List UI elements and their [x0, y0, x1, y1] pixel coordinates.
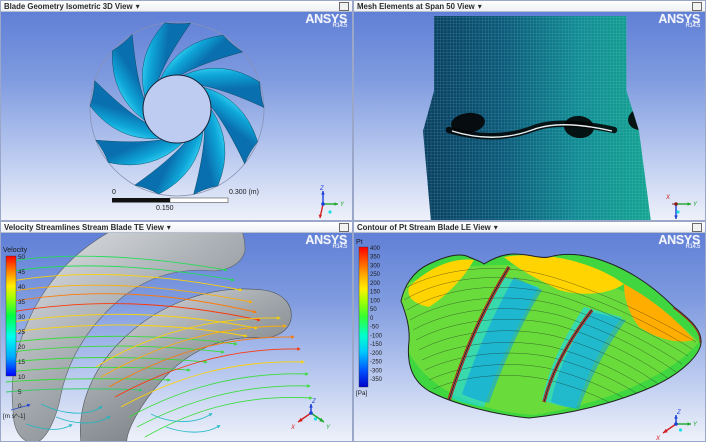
- svg-text:X: X: [655, 436, 661, 442]
- svg-text:-200: -200: [370, 351, 383, 357]
- svg-text:100: 100: [370, 299, 381, 305]
- svg-text:-300: -300: [370, 369, 383, 375]
- svg-text:-150: -150: [370, 342, 383, 348]
- svg-text:0: 0: [112, 189, 116, 196]
- svg-text:50: 50: [18, 254, 26, 261]
- svg-text:25: 25: [18, 329, 26, 336]
- svg-text:20: 20: [18, 344, 26, 351]
- svg-text:50: 50: [370, 307, 377, 313]
- svg-text:Y: Y: [340, 202, 345, 208]
- svg-text:10: 10: [18, 374, 26, 381]
- svg-text:-350: -350: [370, 377, 383, 383]
- svg-text:Z: Z: [319, 186, 324, 192]
- svg-text:250: 250: [370, 272, 381, 278]
- svg-text:Z: Z: [311, 399, 316, 405]
- svg-text:X: X: [290, 425, 296, 431]
- svg-text:0: 0: [370, 316, 374, 322]
- svg-text:45: 45: [18, 269, 26, 276]
- svg-text:35: 35: [18, 299, 26, 306]
- svg-text:-50: -50: [370, 325, 379, 331]
- svg-text:Y: Y: [693, 422, 698, 428]
- svg-text:0.150: 0.150: [156, 205, 174, 212]
- svg-text:-100: -100: [370, 334, 383, 340]
- svg-text:[m s^-1]: [m s^-1]: [3, 413, 25, 420]
- svg-text:5: 5: [18, 389, 22, 396]
- svg-text:15: 15: [18, 359, 26, 366]
- svg-text:400: 400: [370, 246, 381, 252]
- svg-text:350: 350: [370, 255, 381, 261]
- svg-text:200: 200: [370, 281, 381, 287]
- svg-text:X: X: [665, 195, 671, 201]
- svg-text:40: 40: [18, 284, 26, 291]
- svg-text:0.300 (m): 0.300 (m): [229, 189, 259, 196]
- svg-text:Y: Y: [326, 425, 331, 431]
- svg-text:Z: Z: [676, 410, 681, 416]
- svg-text:0: 0: [18, 403, 22, 410]
- svg-text:-250: -250: [370, 360, 383, 366]
- svg-text:[Pa]: [Pa]: [356, 390, 367, 397]
- svg-text:150: 150: [370, 290, 381, 296]
- svg-text:300: 300: [370, 264, 381, 270]
- svg-text:Pt: Pt: [356, 239, 363, 246]
- svg-text:30: 30: [18, 314, 26, 321]
- svg-text:Y: Y: [693, 202, 698, 208]
- svg-text:Velocity: Velocity: [3, 247, 28, 254]
